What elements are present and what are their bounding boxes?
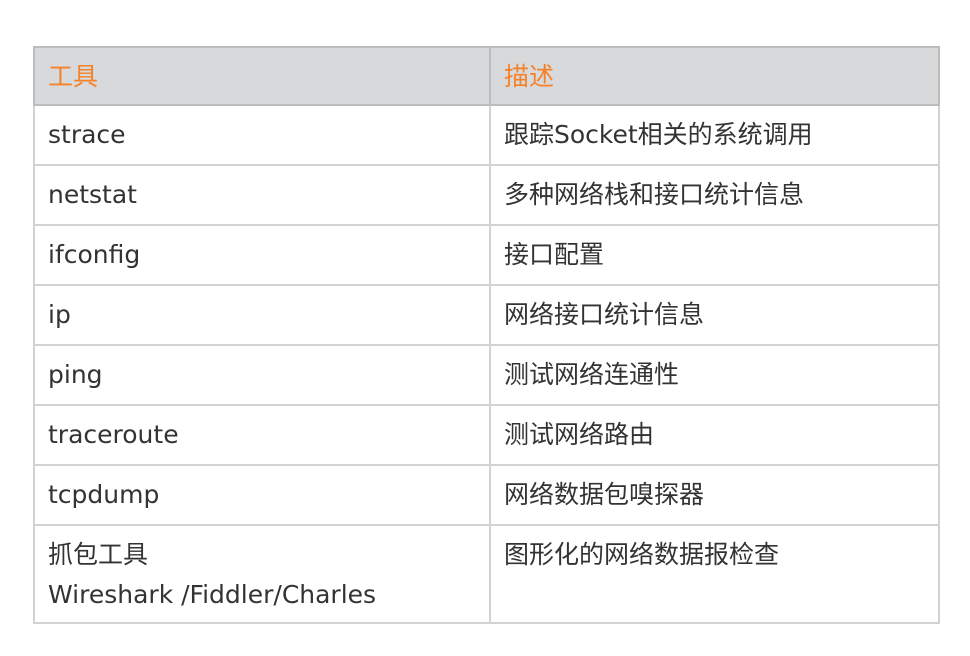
tool-cell: tcpdump <box>33 464 491 526</box>
header-row: 工具 描述 <box>33 46 940 106</box>
header-description: 描述 <box>489 46 940 106</box>
tool-name: 抓包工具 <box>48 540 149 569</box>
tool-cell: 抓包工具 Wireshark /Fiddler/Charles <box>33 524 491 624</box>
description-cell: 网络接口统计信息 <box>489 284 940 346</box>
table-row: tcpdump 网络数据包嗅探器 <box>33 464 940 526</box>
tool-examples: Wireshark /Fiddler/Charles <box>48 580 377 609</box>
description-cell: 多种网络栈和接口统计信息 <box>489 164 940 226</box>
tool-cell: ifconfig <box>33 224 491 286</box>
description-cell: 测试网络路由 <box>489 404 940 466</box>
table-row: ip 网络接口统计信息 <box>33 284 940 346</box>
tool-cell: strace <box>33 104 491 166</box>
tool-cell: traceroute <box>33 404 491 466</box>
tool-cell: ping <box>33 344 491 406</box>
description-cell: 网络数据包嗅探器 <box>489 464 940 526</box>
table-row: traceroute 测试网络路由 <box>33 404 940 466</box>
table-row: netstat 多种网络栈和接口统计信息 <box>33 164 940 226</box>
tool-cell: netstat <box>33 164 491 226</box>
table-row: ping 测试网络连通性 <box>33 344 940 406</box>
description-cell: 图形化的网络数据报检查 <box>489 524 940 624</box>
table-row: 抓包工具 Wireshark /Fiddler/Charles 图形化的网络数据… <box>33 524 940 624</box>
table-row: ifconfig 接口配置 <box>33 224 940 286</box>
tool-cell: ip <box>33 284 491 346</box>
description-cell: 跟踪Socket相关的系统调用 <box>489 104 940 166</box>
description-cell: 接口配置 <box>489 224 940 286</box>
tools-table: 工具 描述 strace 跟踪Socket相关的系统调用 netstat 多种网络栈… <box>33 46 940 624</box>
header-tool: 工具 <box>33 46 491 106</box>
description-cell: 测试网络连通性 <box>489 344 940 406</box>
table-row: strace 跟踪Socket相关的系统调用 <box>33 104 940 166</box>
